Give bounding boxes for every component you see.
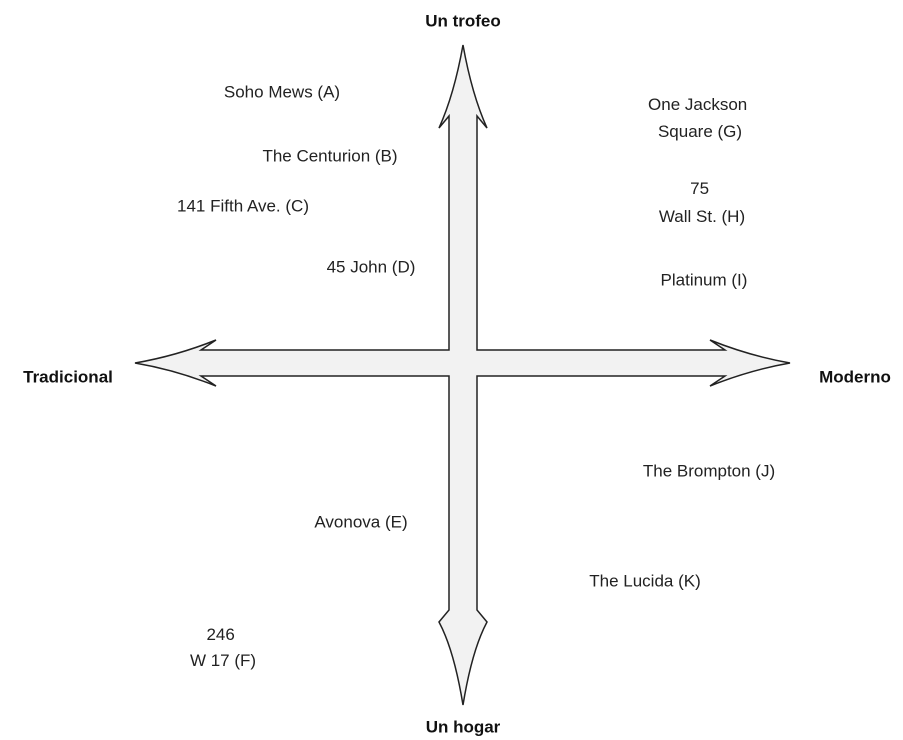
item-label-line: Wall St. (H)	[659, 207, 745, 226]
item-label: 246 W 17 (F)	[190, 625, 256, 670]
item-label-line: One Jackson	[648, 95, 747, 114]
item-label: Platinum (I)	[661, 270, 748, 289]
item-label: 141 Fifth Ave. (C)	[177, 196, 309, 215]
item-label-line: W 17 (F)	[190, 651, 256, 670]
item-label: 75 Wall St. (H)	[659, 179, 745, 226]
item-label-line: Square (G)	[658, 122, 742, 141]
axis-arrows	[134, 44, 791, 706]
item-label: Avonova (E)	[314, 512, 407, 531]
item-label: One Jackson Square (G)	[648, 95, 752, 141]
item-label-line: 246	[206, 625, 234, 644]
axis-label-left: Tradicional	[23, 367, 113, 386]
item-label: The Lucida (K)	[589, 571, 701, 590]
item-label: The Centurion (B)	[262, 146, 397, 165]
item-label: 45 John (D)	[327, 257, 416, 276]
axis-label-right: Moderno	[819, 367, 891, 386]
axis-label-bottom: Un hogar	[426, 717, 501, 736]
item-label-line: 75	[690, 179, 709, 198]
item-label: Soho Mews (A)	[224, 82, 340, 101]
axis-label-top: Un trofeo	[425, 11, 501, 30]
item-label: The Brompton (J)	[643, 461, 775, 480]
